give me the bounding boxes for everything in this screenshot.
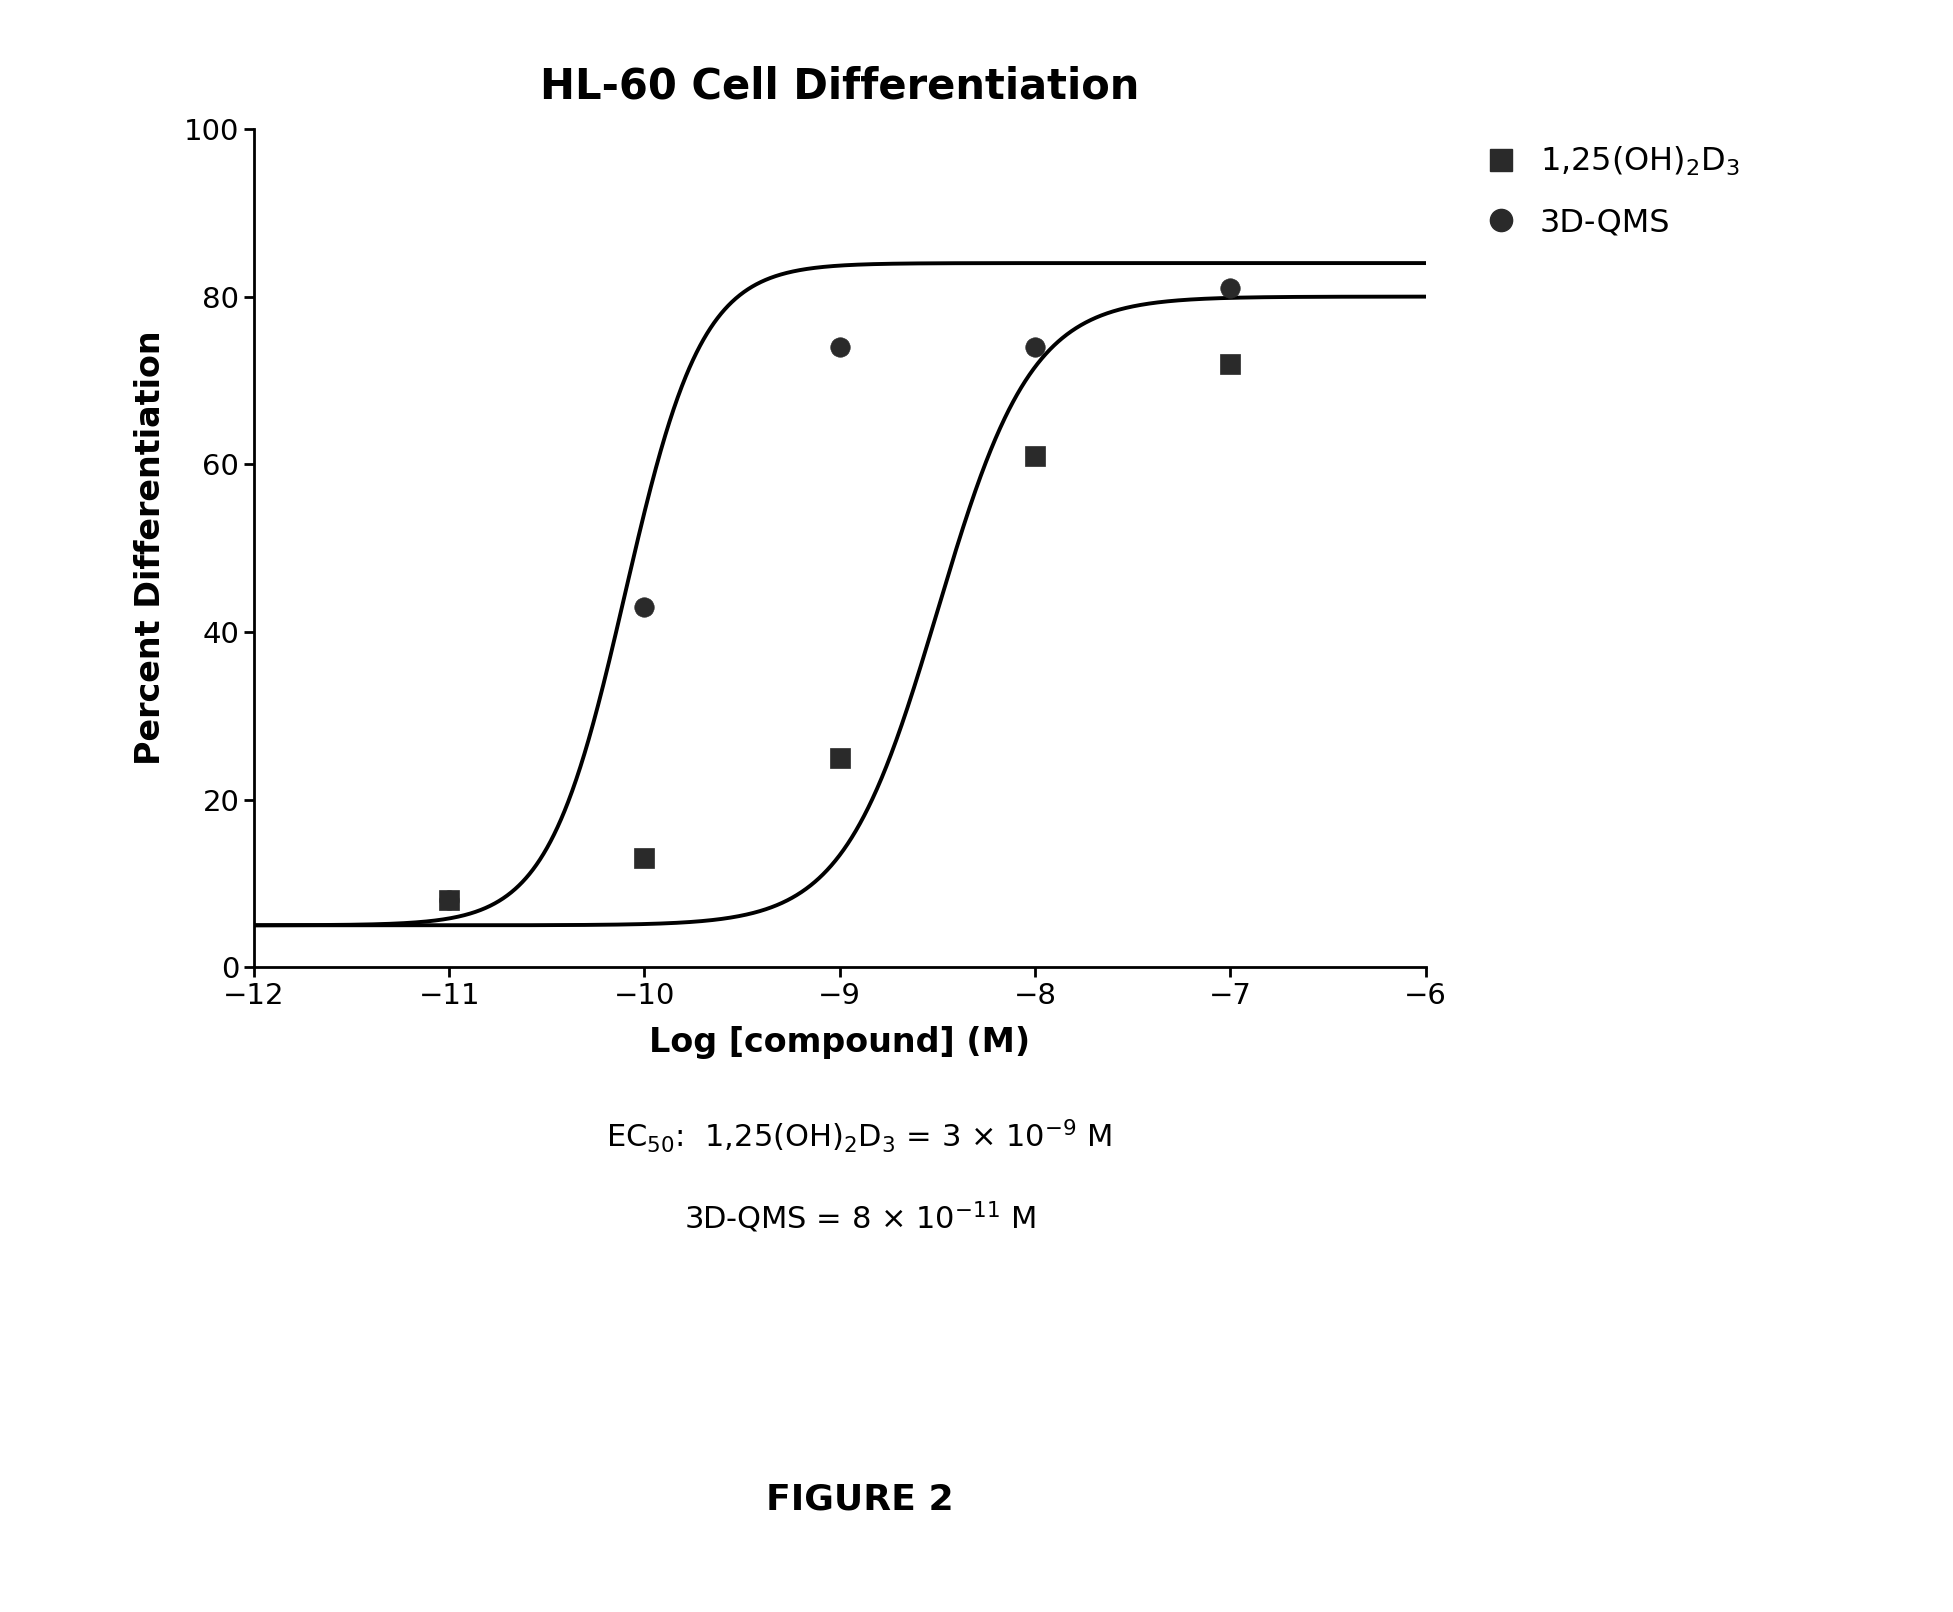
Legend: 1,25(OH)$_2$D$_3$, 3D-QMS: 1,25(OH)$_2$D$_3$, 3D-QMS: [1488, 145, 1740, 239]
Text: EC$_{50}$:  1,25(OH)$_2$D$_3$ = 3 × 10$^{-9}$ M: EC$_{50}$: 1,25(OH)$_2$D$_3$ = 3 × 10$^{…: [605, 1117, 1113, 1156]
X-axis label: Log [compound] (M): Log [compound] (M): [648, 1027, 1031, 1059]
Text: FIGURE 2: FIGURE 2: [766, 1481, 953, 1517]
Y-axis label: Percent Differentiation: Percent Differentiation: [135, 330, 168, 766]
Text: 3D-QMS = 8 × 10$^{-11}$ M: 3D-QMS = 8 × 10$^{-11}$ M: [684, 1199, 1035, 1235]
Title: HL-60 Cell Differentiation: HL-60 Cell Differentiation: [541, 66, 1139, 108]
